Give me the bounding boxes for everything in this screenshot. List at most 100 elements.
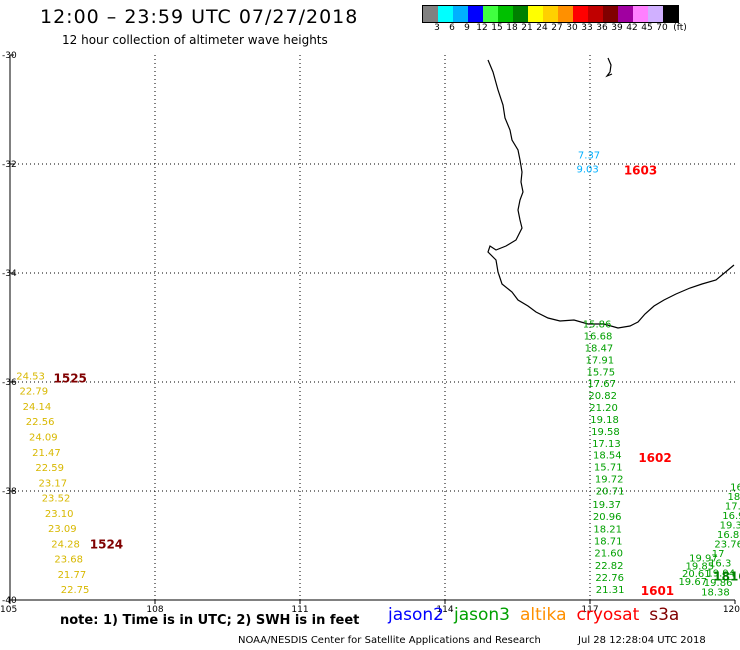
legend-swatch <box>573 6 588 22</box>
wave-height-value: 18. <box>728 492 740 503</box>
legend-swatch <box>438 6 453 22</box>
lon-label: 117 <box>581 605 598 615</box>
legend-swatch <box>513 6 528 22</box>
wave-height-value: 24.28 <box>51 539 80 550</box>
wave-height-value: 19.18 <box>590 415 619 426</box>
legend-swatch-label: 33 <box>581 23 593 33</box>
lon-label: 105 <box>0 605 17 615</box>
legend-swatch <box>663 6 678 22</box>
legend-swatch-label: 27 <box>551 23 563 33</box>
legend-swatch <box>648 6 663 22</box>
wave-height-value: 17.9 <box>725 502 740 513</box>
wave-height-value: 22.56 <box>26 417 55 428</box>
wave-height-value: 15.75 <box>586 367 615 378</box>
wave-height-value: 16.3 <box>709 559 731 570</box>
legend-swatch-label: 12 <box>476 23 488 33</box>
map-title: 12:00 – 23:59 UTC 07/27/2018 <box>40 6 359 28</box>
wave-height-value: 20.71 <box>596 486 625 497</box>
wave-height-value: 19.37 <box>592 500 621 511</box>
legend-swatch <box>528 6 543 22</box>
legend-swatch <box>588 6 603 22</box>
lon-label: 114 <box>436 605 453 615</box>
legend-swatch-label: 30 <box>566 23 578 33</box>
wave-height-value: 18.54 <box>593 451 622 462</box>
map-subtitle: 12 hour collection of altimeter wave hei… <box>62 33 328 47</box>
wave-height-value: 16.86 <box>717 530 740 541</box>
lat-label: -34 <box>2 269 17 279</box>
wave-height-value: 17.91 <box>586 355 615 366</box>
satellite-legend: jason2 jason3 altika cryosat s3a <box>388 605 689 625</box>
wave-height-value: 16.68 <box>584 332 613 343</box>
wave-height-value: 19.32 <box>720 521 740 532</box>
wave-height-value: 21.47 <box>32 448 61 459</box>
wave-height-value: 22.59 <box>35 463 64 474</box>
wave-height-value: 23.68 <box>54 555 83 566</box>
wave-height-value: 20.61 <box>682 569 711 580</box>
wave-height-value: 23.76 <box>714 540 740 551</box>
wave-height-value: 21.31 <box>596 585 625 596</box>
legend-swatch <box>603 6 618 22</box>
credits: NOAA/NESDIS Center for Satellite Applica… <box>238 635 740 646</box>
coastline <box>487 59 735 329</box>
wave-height-value: 9.03 <box>576 164 598 175</box>
credits-timestamp: Jul 28 12:28:04 UTC 2018 <box>578 635 706 646</box>
wave-height-value: 17 <box>712 549 725 560</box>
wave-height-value: 19.85 <box>686 561 715 572</box>
wave-height-value: 15.71 <box>594 463 623 474</box>
legend-swatch <box>618 6 633 22</box>
wave-height-value: 17.13 <box>592 439 621 450</box>
satellite-legend-item: jason3 <box>454 605 510 625</box>
satellite-legend-item: altika <box>520 605 567 625</box>
legend-swatch <box>483 6 498 22</box>
track-1525: 24.53 22.79 24.14 22.56 24.09 21.47 22.59 23.17… <box>16 371 123 596</box>
color-scale-labels: 3 6 9 12 15 18 21 24 27 30 33 36 39 42 45 70 (ft) <box>422 23 740 35</box>
lat-label: -40 <box>2 596 17 606</box>
legend-swatch <box>498 6 513 22</box>
legend-swatch <box>468 6 483 22</box>
satellite-legend-item: cryosat <box>576 605 640 625</box>
wave-height-value: 18.71 <box>594 537 623 548</box>
wave-height-value: 24.09 <box>29 433 58 444</box>
wave-height-value: 19.97 <box>689 553 718 564</box>
wave-height-value: 23.09 <box>48 524 77 535</box>
axis-labels: 105 108 111 114 117 120 -30 -32 -34 -36 -38 -40 <box>0 51 740 615</box>
wave-height-value: 18.21 <box>593 524 622 535</box>
legend-swatch-label: 21 <box>521 23 533 33</box>
wave-height-value: 21.60 <box>594 549 623 560</box>
time-label: 1816 <box>713 569 740 583</box>
lat-label: -36 <box>2 378 17 388</box>
time-label: 1602 <box>638 451 671 465</box>
lon-label: 108 <box>146 605 163 615</box>
wave-height-value: 17.67 <box>587 379 616 390</box>
satellite-legend-item: jason2 <box>388 605 444 625</box>
lat-label: -32 <box>2 160 17 170</box>
legend-unit: (ft) <box>673 23 687 33</box>
legend-swatch-label: 6 <box>449 23 455 33</box>
wave-height-value: 23.17 <box>39 478 68 489</box>
time-label: 1603 <box>624 163 657 177</box>
wave-height-value: 19.72 <box>595 475 624 486</box>
legend-swatch-label: 18 <box>506 23 518 33</box>
wave-height-value: 19.67 <box>678 577 707 588</box>
altimeter-tracks: 24.53 22.79 24.14 22.56 24.09 21.47 22.59 23.17… <box>16 151 740 599</box>
wave-height-value: 24.14 <box>23 402 52 413</box>
time-label: 1601 <box>641 584 674 598</box>
legend-swatch-label: 24 <box>536 23 548 33</box>
legend-swatch-label: 36 <box>596 23 608 33</box>
wave-height-value: 23.52 <box>42 494 71 505</box>
wave-height-value: 16 <box>730 483 740 494</box>
legend-swatch-label: 15 <box>491 23 503 33</box>
wave-height-value: 22.75 <box>61 585 90 596</box>
lat-label: -30 <box>2 51 17 61</box>
credits-source: NOAA/NESDIS Center for Satellite Applica… <box>238 635 541 646</box>
wave-height-value: 16.98 <box>722 511 740 522</box>
legend-swatch-label: 70 <box>656 23 668 33</box>
legend-swatch-label: 39 <box>611 23 623 33</box>
color-scale-legend <box>422 5 679 23</box>
track-1602: 15.8616.6818.4717.9115.7517.6720.8221.20… <box>583 320 672 498</box>
wave-height-value: 7.37 <box>578 151 600 162</box>
legend-swatch <box>543 6 558 22</box>
wave-height-value: 24.53 <box>16 371 45 382</box>
